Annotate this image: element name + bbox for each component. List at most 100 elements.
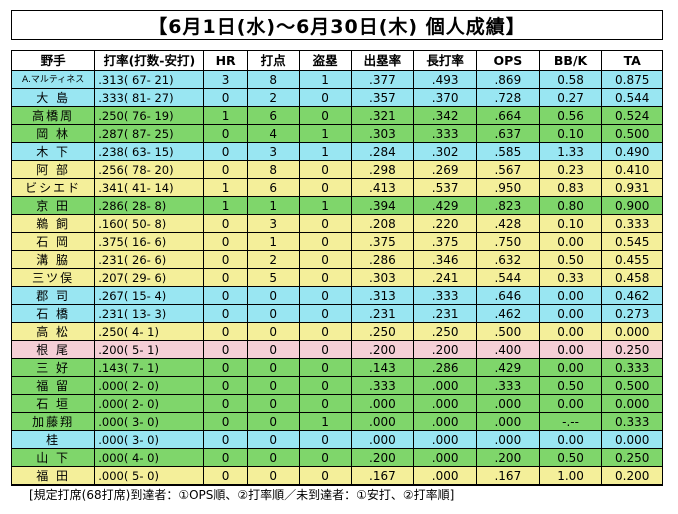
batting-avg-cell: .333( 81- 27) [94,88,205,107]
batting-avg-cell: .341( 41- 14) [94,178,205,197]
player-name-cell: ビシエド [10,178,96,197]
slg-cell: .429 [413,196,477,215]
obp-cell: .286 [350,250,415,269]
table-row: 大 島 .333( 81- 27) 0 2 0.357.370.728 0.27 0.544 [10,88,663,107]
bb-k-cell: 0.56 [538,106,603,125]
home-runs-cell: 0 [203,466,248,485]
ops-cell: .632 [475,250,540,269]
ta-cell: 0.000 [601,322,663,341]
rbi-cell: 5 [246,268,300,287]
table-row: ビシエド .341( 41- 14) 1 6 0.413.537.950 0.83 0.93… [10,178,663,197]
obp-cell: .313 [350,286,415,305]
home-runs-cell: 0 [203,286,248,305]
col-header-bbk: BB/K [538,50,603,71]
rbi-cell: 8 [246,70,300,89]
batting-avg-cell: .000( 2- 0) [94,394,205,413]
ta-cell: 0.545 [601,232,663,251]
table-row: 木 下 .238( 63- 15) 0 3 1.284.302.585 1.33 0.490 [10,142,663,161]
home-runs-cell: 3 [203,70,248,89]
table-row: 福 留 .000( 2- 0) 0 0 0.333.000.333 0.50 0.500 [10,376,663,395]
obp-cell: .000 [350,394,415,413]
ta-cell: 0.458 [601,268,663,287]
obp-cell: .303 [350,268,415,287]
ops-cell: .950 [475,178,540,197]
table-row: 加藤翔 .000( 3- 0) 0 0 1.000.000.000 -.-- 0.333 [10,412,663,431]
obp-cell: .143 [350,358,415,377]
bb-k-cell: 0.33 [538,268,603,287]
col-header-ta: TA [601,50,663,71]
player-name-cell: 石 橋 [10,304,96,323]
table-row: 岡 林 .287( 87- 25) 0 4 1.303.333.637 0.10 0.500 [10,124,663,143]
bb-k-cell: 0.27 [538,88,603,107]
table-row: 高橋周 .250( 76- 19) 1 6 0.321.342.664 0.56 0.524 [10,106,663,125]
bb-k-cell: 1.33 [538,142,603,161]
home-runs-cell: 0 [203,214,248,233]
home-runs-cell: 0 [203,232,248,251]
stolen-bases-cell: 1 [298,70,352,89]
obp-cell: .377 [350,70,415,89]
ops-cell: .462 [475,304,540,323]
batting-avg-cell: .207( 29- 6) [94,268,205,287]
player-name-cell: 高橋周 [10,106,96,125]
ops-cell: .823 [475,196,540,215]
ta-cell: 0.333 [601,358,663,377]
stolen-bases-cell: 0 [298,286,352,305]
table-row: 高 松 .250( 4- 1) 0 0 0.250.250.500 0.00 0.000 [10,322,663,341]
slg-cell: .493 [413,70,477,89]
ops-cell: .664 [475,106,540,125]
table-row: 阿 部 .256( 78- 20) 0 8 0.298.269.567 0.23 0.410 [10,160,663,179]
ops-cell: .585 [475,142,540,161]
col-header-hr: HR [203,50,248,71]
obp-cell: .200 [350,448,415,467]
stolen-bases-cell: 1 [298,142,352,161]
player-name-cell: 根 尾 [10,340,96,359]
obp-cell: .413 [350,178,415,197]
table-row: 桂 .000( 3- 0) 0 0 0.000.000.000 0.00 0.000 [10,430,663,449]
home-runs-cell: 0 [203,412,248,431]
rbi-cell: 0 [246,394,300,413]
table-row: A.マルティネス .313( 67- 21) 3 8 1.377.493.869 0.58… [10,70,663,89]
rbi-cell: 4 [246,124,300,143]
ta-cell: 0.250 [601,340,663,359]
ta-cell: 0.931 [601,178,663,197]
slg-cell: .200 [413,340,477,359]
batting-avg-cell: .000( 4- 0) [94,448,205,467]
col-header-obp: 出塁率 [350,50,415,71]
batting-avg-cell: .231( 26- 6) [94,250,205,269]
ta-cell: 0.455 [601,250,663,269]
stolen-bases-cell: 0 [298,106,352,125]
player-name-cell: 大 島 [10,88,96,107]
rbi-cell: 0 [246,376,300,395]
home-runs-cell: 0 [203,430,248,449]
table-row: 三ツ俣 .207( 29- 6) 0 5 0.303.241.544 0.33 0.458 [10,268,663,287]
ta-cell: 0.000 [601,430,663,449]
obp-cell: .333 [350,376,415,395]
bb-k-cell: 0.83 [538,178,603,197]
player-name-cell: 郡 司 [10,286,96,305]
obp-cell: .167 [350,466,415,485]
player-name-cell: 石 垣 [10,394,96,413]
stolen-bases-cell: 0 [298,448,352,467]
slg-cell: .333 [413,286,477,305]
ops-cell: .000 [475,412,540,431]
rbi-cell: 0 [246,358,300,377]
batting-avg-cell: .250( 76- 19) [94,106,205,125]
ta-cell: 0.544 [601,88,663,107]
stolen-bases-cell: 0 [298,304,352,323]
stolen-bases-cell: 0 [298,358,352,377]
home-runs-cell: 0 [203,376,248,395]
bb-k-cell: 0.00 [538,232,603,251]
bb-k-cell: -.-- [538,412,603,431]
ops-cell: .167 [475,466,540,485]
slg-cell: .241 [413,268,477,287]
slg-cell: .333 [413,124,477,143]
ta-cell: 0.000 [601,394,663,413]
stolen-bases-cell: 1 [298,196,352,215]
ops-cell: .429 [475,358,540,377]
player-name-cell: 加藤翔 [10,412,96,431]
ops-cell: .333 [475,376,540,395]
ops-cell: .567 [475,160,540,179]
stolen-bases-cell: 0 [298,322,352,341]
home-runs-cell: 0 [203,340,248,359]
ops-cell: .000 [475,430,540,449]
